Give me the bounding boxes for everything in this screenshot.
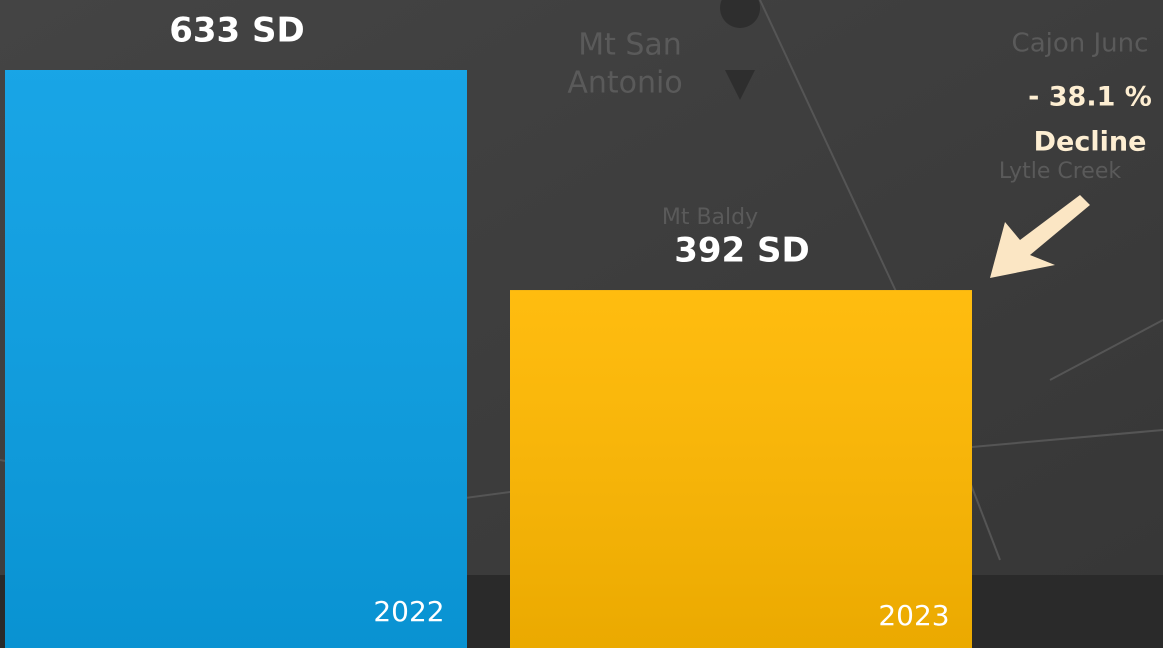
- map-label: Mt Baldy: [662, 205, 758, 230]
- map-label: Antonio: [567, 66, 682, 101]
- page: {"chart_data": {"type": "bar", "categori…: [0, 0, 1163, 648]
- category-label: 2023: [878, 599, 949, 632]
- annotation: Decline: [1034, 127, 1147, 158]
- category-label: 2022: [373, 595, 444, 628]
- value-label: 392 SD: [674, 231, 810, 271]
- annotation: - 38.1 %: [1028, 82, 1152, 113]
- map-label: Lytle Creek: [999, 159, 1122, 184]
- map-label: Cajon Junc: [1012, 29, 1149, 59]
- bar-shade: [5, 70, 467, 648]
- bar-shade: [510, 290, 972, 648]
- chart: Mt San Antonio Mt Baldy Lytle Creek Cajo…: [0, 0, 1163, 648]
- value-label: 633 SD: [169, 11, 305, 51]
- map-label: Mt San: [578, 28, 682, 63]
